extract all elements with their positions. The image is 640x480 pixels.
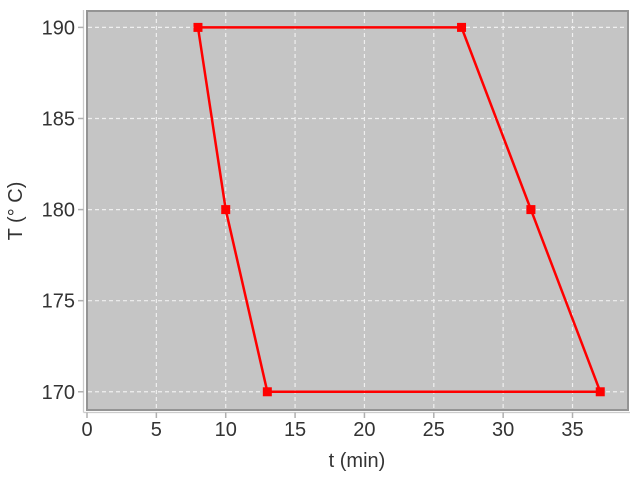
- plot-border-layer: [86, 10, 629, 411]
- data-point-marker: [457, 22, 467, 32]
- y-tick-label: 180: [42, 200, 75, 222]
- data-point-marker: [595, 387, 605, 397]
- tick-labels-layer: 0 5 10 15 20 25 30 35 170 175 180 185 190: [42, 17, 584, 441]
- x-tick-label: 15: [284, 419, 306, 441]
- y-tick-label: 175: [42, 291, 75, 313]
- plot-background-layer: [87, 11, 628, 410]
- plot-area: [87, 11, 628, 410]
- data-point-marker: [221, 205, 231, 215]
- x-tick-label: 20: [353, 419, 375, 441]
- y-tick-label: 190: [42, 17, 75, 39]
- series-layer: [193, 22, 605, 397]
- x-tick-label: 30: [492, 419, 514, 441]
- x-tick-label: 10: [215, 419, 237, 441]
- x-tick-label: 35: [561, 419, 583, 441]
- data-point-marker: [526, 205, 536, 215]
- y-tick-label: 185: [42, 108, 75, 130]
- y-tick-label: 170: [42, 382, 75, 404]
- plot-border: [86, 10, 629, 411]
- data-point-marker: [193, 22, 203, 32]
- y-axis-label: T (° C): [5, 182, 27, 241]
- x-tick-label: 25: [423, 419, 445, 441]
- axes-layer: [78, 10, 630, 418]
- x-tick-label: 0: [81, 419, 92, 441]
- data-point-marker: [262, 387, 272, 397]
- x-axis-label: t (min): [329, 450, 386, 472]
- x-tick-label: 5: [151, 419, 162, 441]
